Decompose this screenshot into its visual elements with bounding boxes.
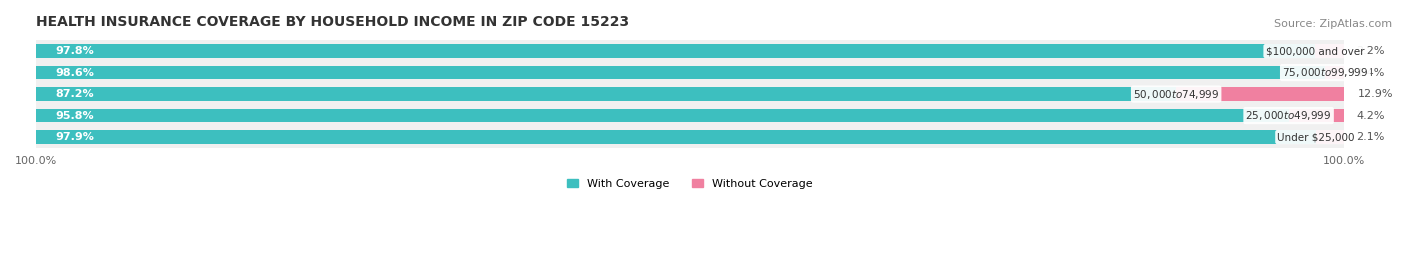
Legend: With Coverage, Without Coverage: With Coverage, Without Coverage [562,174,817,193]
Bar [37,44,1315,58]
Text: 97.9%: 97.9% [56,132,94,142]
Text: $75,000 to $99,999: $75,000 to $99,999 [1282,66,1368,79]
Bar [37,62,1344,83]
Text: Source: ZipAtlas.com: Source: ZipAtlas.com [1274,19,1392,29]
Text: HEALTH INSURANCE COVERAGE BY HOUSEHOLD INCOME IN ZIP CODE 15223: HEALTH INSURANCE COVERAGE BY HOUSEHOLD I… [37,15,630,29]
Text: $100,000 and over: $100,000 and over [1265,46,1364,56]
Text: 4.2%: 4.2% [1357,111,1385,121]
Text: 1.4%: 1.4% [1357,68,1385,77]
Text: 97.8%: 97.8% [56,46,94,56]
Bar [1315,44,1344,58]
Text: 98.6%: 98.6% [56,68,94,77]
Text: $50,000 to $74,999: $50,000 to $74,999 [1133,88,1219,101]
Text: 2.1%: 2.1% [1357,132,1385,142]
Bar [37,126,1344,148]
Bar [1177,87,1344,101]
Bar [37,105,1344,126]
Bar [37,87,1177,101]
Bar [37,109,1289,122]
Text: 12.9%: 12.9% [1358,89,1393,99]
Bar [1316,130,1344,144]
Bar [37,130,1316,144]
Text: Under $25,000: Under $25,000 [1277,132,1355,142]
Text: 87.2%: 87.2% [56,89,94,99]
Bar [1289,109,1344,122]
Bar [37,40,1344,62]
Bar [37,66,1326,79]
Bar [1326,66,1344,79]
Text: $25,000 to $49,999: $25,000 to $49,999 [1246,109,1331,122]
Text: 2.2%: 2.2% [1357,46,1385,56]
Text: 95.8%: 95.8% [56,111,94,121]
Bar [37,83,1344,105]
